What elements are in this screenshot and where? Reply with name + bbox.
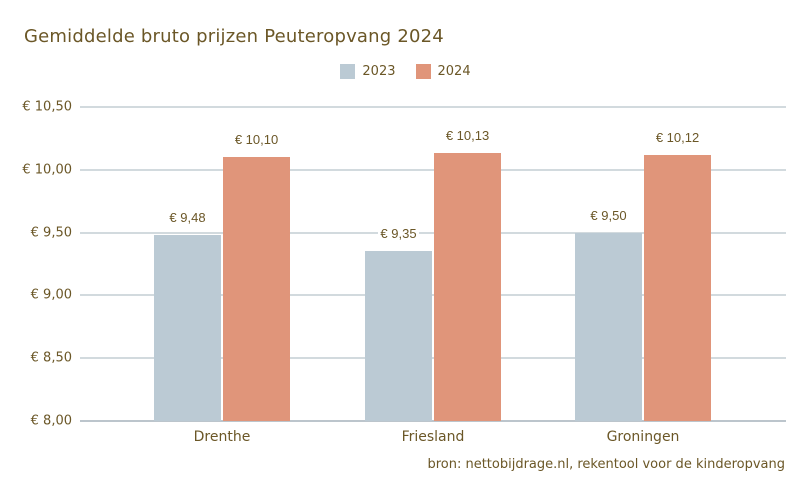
- bar-2023-groningen: [575, 233, 642, 421]
- y-tick-label: € 10,50: [22, 99, 72, 115]
- chart-title: Gemiddelde bruto prijzen Peuteropvang 20…: [24, 26, 444, 47]
- bar-value-label: € 10,10: [232, 132, 281, 147]
- y-tick-label: € 9,00: [30, 287, 72, 303]
- bar-column: € 9,35: [365, 226, 432, 421]
- legend-item-2023: 2023: [340, 64, 396, 79]
- bar-value-label: € 10,13: [443, 128, 492, 143]
- bar-2023-friesland: [365, 251, 432, 421]
- x-axis-labels: Drenthe Friesland Groningen: [80, 429, 786, 449]
- bar-group-friesland: € 9,35 € 10,13: [365, 128, 501, 421]
- gridline: [80, 168, 786, 171]
- bar-2024-groningen: [644, 155, 711, 421]
- x-axis-line: [80, 420, 786, 422]
- bar-column: € 9,50: [575, 208, 642, 421]
- source-note: bron: nettobijdrage.nl, rekentool voor d…: [427, 457, 785, 472]
- plot-area: € 9,48 € 10,10 € 9,35 € 10,13 € 9,50 € 10,12: [80, 106, 786, 422]
- y-axis-labels: € 8,00 € 8,50 € 9,00 € 9,50 € 10,00 € 10,50: [0, 100, 72, 429]
- gridline: [80, 294, 786, 297]
- bar-column: € 10,10: [223, 132, 290, 421]
- bar-2024-drenthe: [223, 157, 290, 421]
- bar-value-label: € 10,12: [653, 130, 702, 145]
- bar-group-groningen: € 9,50 € 10,12: [575, 130, 711, 421]
- gridline: [80, 357, 786, 360]
- bar-column: € 10,12: [644, 130, 711, 421]
- x-axis-label-groningen: Groningen: [606, 429, 680, 445]
- x-axis-label-friesland: Friesland: [401, 429, 465, 445]
- legend-swatch-2024-icon: [415, 64, 431, 79]
- bar-value-label: € 9,48: [167, 210, 208, 225]
- bar-2024-friesland: [434, 153, 501, 421]
- x-axis-label-drenthe: Drenthe: [193, 429, 251, 445]
- y-tick-label: € 8,50: [30, 350, 72, 366]
- bar-value-label: € 9,50: [588, 208, 629, 223]
- bar-2023-drenthe: [154, 235, 221, 421]
- y-tick-label: € 10,00: [22, 162, 72, 178]
- bar-group-drenthe: € 9,48 € 10,10: [154, 132, 290, 421]
- gridline: [80, 106, 786, 108]
- legend: 2023 2024: [0, 64, 811, 79]
- gridline: [80, 231, 786, 234]
- legend-swatch-2023-icon: [340, 64, 356, 79]
- bar-column: € 10,13: [434, 128, 501, 421]
- legend-label-2024: 2024: [437, 64, 471, 79]
- bar-value-label: € 9,35: [378, 226, 419, 241]
- y-tick-label: € 8,00: [30, 413, 72, 429]
- legend-label-2023: 2023: [362, 64, 396, 79]
- y-tick-label: € 9,50: [30, 225, 72, 241]
- legend-item-2024: 2024: [415, 64, 471, 79]
- bar-column: € 9,48: [154, 210, 221, 421]
